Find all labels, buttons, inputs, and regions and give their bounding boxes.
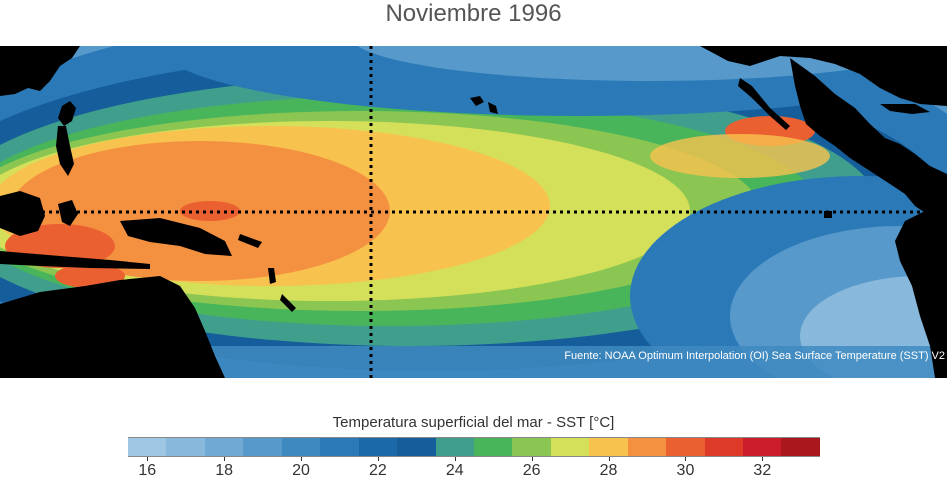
colorbar-segment [166,438,205,456]
colorbar-tick [608,457,610,461]
colorbar-tick-label: 32 [753,462,772,479]
legend-title: Temperatura superficial del mar - SST [°… [332,414,615,431]
land-solomon-islands [238,234,262,248]
colorbar-tick [762,457,764,461]
colorbar-tick-label: 20 [292,462,310,479]
colorbar-segment [281,438,321,456]
land-asia [0,46,80,96]
colorbar-tick [531,457,533,461]
land-indonesia-islands [0,251,150,269]
data-source-note: Fuente: NOAA Optimum Interpolation (OI) … [564,350,945,362]
sst-map [0,46,947,378]
colorbar-segment [666,438,705,456]
land-japan [58,101,76,126]
colorbar-segment [243,438,282,456]
colorbar-segment [627,438,667,456]
colorbar-segment [589,438,628,456]
land-hawaii [470,96,484,106]
colorbar-tick-label: 18 [215,462,234,479]
land-cuba [880,104,930,114]
colorbar-tick [224,457,226,461]
land-south-america [895,208,947,378]
colorbar-tick-label: 16 [138,462,157,479]
land-north-america [700,46,947,106]
colorbar-tick-label: 30 [676,462,695,479]
colorbar-segment [704,438,743,456]
land-vanuatu [268,268,276,284]
land-new-caledonia [280,294,296,312]
colorbar-segment [781,438,820,456]
land-sulawesi [58,200,78,226]
colorbar-segment [128,438,167,456]
colorbar-tick-label: 24 [445,462,464,479]
colorbar-segment [473,438,513,456]
colorbar-tick-label: 28 [599,462,618,479]
colorbar-segment [320,438,359,456]
colorbar-tick [685,457,687,461]
colorbar-segment [397,438,436,456]
sst-eastern-north-band [650,134,830,178]
colorbar-segment [550,438,590,456]
land-australia [0,276,225,378]
colorbar-tick [147,457,149,461]
colorbar [128,437,820,457]
colorbar-segment [435,438,474,456]
colorbar-segment [743,438,782,456]
colorbar-tick [454,457,456,461]
sst-warm-spot-3 [55,264,125,288]
colorbar-segment [358,438,398,456]
colorbar-tick [301,457,302,461]
land-baja-california [738,78,790,130]
land-new-guinea [120,218,232,256]
colorbar-tick [377,457,379,461]
colorbar-tick-label: 22 [368,462,387,479]
colorbar-tick-label: 26 [522,462,541,479]
land-hawaii-2 [488,102,498,114]
map-title: Noviembre 1996 [385,0,562,27]
colorbar-segment [204,438,244,456]
colorbar-segment [512,438,551,456]
land-central-america [790,58,947,221]
land-philippines [56,126,74,176]
colorbar-ticks: 16 18 20 22 24 26 28 30 32 [0,457,947,480]
